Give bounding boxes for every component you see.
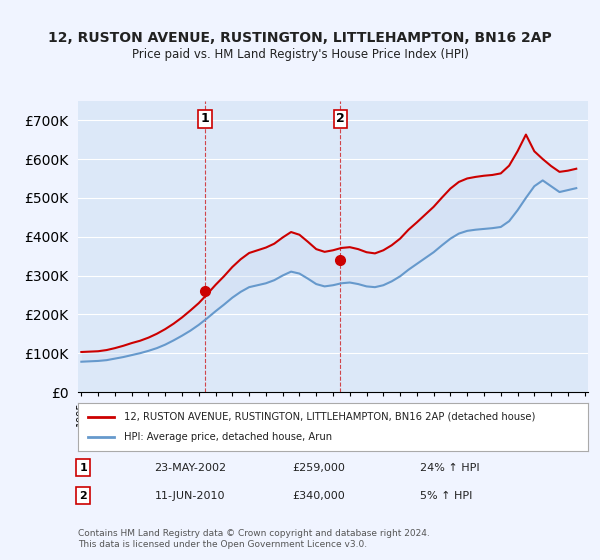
Text: 12, RUSTON AVENUE, RUSTINGTON, LITTLEHAMPTON, BN16 2AP: 12, RUSTON AVENUE, RUSTINGTON, LITTLEHAM… (48, 31, 552, 45)
Text: £340,000: £340,000 (292, 491, 345, 501)
Text: 5% ↑ HPI: 5% ↑ HPI (420, 491, 472, 501)
Text: 2: 2 (79, 491, 87, 501)
Text: 12, RUSTON AVENUE, RUSTINGTON, LITTLEHAMPTON, BN16 2AP (detached house): 12, RUSTON AVENUE, RUSTINGTON, LITTLEHAM… (124, 412, 535, 422)
Text: 1: 1 (201, 113, 210, 125)
Text: £259,000: £259,000 (292, 463, 345, 473)
Text: 1: 1 (79, 463, 87, 473)
Text: 24% ↑ HPI: 24% ↑ HPI (420, 463, 479, 473)
Text: Price paid vs. HM Land Registry's House Price Index (HPI): Price paid vs. HM Land Registry's House … (131, 48, 469, 60)
Text: 2: 2 (336, 113, 345, 125)
Text: 23-MAY-2002: 23-MAY-2002 (155, 463, 227, 473)
Text: Contains HM Land Registry data © Crown copyright and database right 2024.
This d: Contains HM Land Registry data © Crown c… (78, 529, 430, 549)
Text: 11-JUN-2010: 11-JUN-2010 (155, 491, 225, 501)
Text: HPI: Average price, detached house, Arun: HPI: Average price, detached house, Arun (124, 432, 332, 442)
